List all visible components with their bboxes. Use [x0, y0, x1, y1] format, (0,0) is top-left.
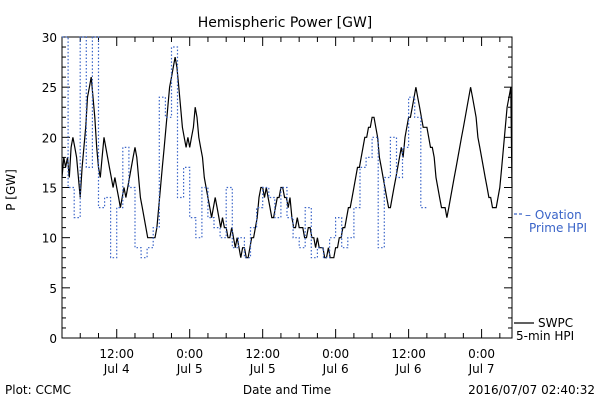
x-tick-time-label: 0:00	[176, 347, 203, 361]
x-tick-date-label: Jul 6	[395, 362, 422, 376]
ovation-prime-legend-label: Prime HPI	[529, 221, 587, 235]
swpc-legend-label: SWPC	[538, 316, 573, 330]
timestamp: 2016/07/07 02:40:32	[468, 383, 595, 397]
x-tick-date-label: Jul 4	[103, 362, 130, 376]
y-axis: 0 5 10 15 20 25 30	[42, 31, 512, 346]
plot-credit: Plot: CCMC	[5, 383, 71, 397]
x-tick-time-label: 12:00	[245, 347, 280, 361]
y-tick-label: 5	[49, 282, 57, 296]
ovation-prime-line	[62, 36, 427, 259]
x-axis-label: Date and Time	[243, 383, 331, 397]
plot-lines	[61, 36, 513, 259]
y-axis-label: P [GW]	[4, 169, 18, 211]
x-tick-time-label: 0:00	[468, 347, 495, 361]
x-tick-time-label: 0:00	[322, 347, 349, 361]
x-tick-date-label: Jul 6	[322, 362, 349, 376]
y-tick-label: 10	[42, 232, 57, 246]
x-tick-date-label: Jul 5	[176, 362, 203, 376]
y-tick-label: 15	[42, 182, 57, 196]
swpc-hpi-line	[61, 56, 513, 259]
x-tick-date-label: Jul 5	[249, 362, 276, 376]
ovation-prime-legend-label: – Ovation	[525, 208, 582, 222]
chart-title: Hemispheric Power [GW]	[198, 15, 373, 31]
x-tick-time-label: 12:00	[99, 347, 134, 361]
y-tick-label: 20	[42, 131, 57, 145]
y-tick-label: 30	[42, 31, 57, 45]
swpc-legend-label: 5-min HPI	[516, 329, 574, 343]
y-tick-label: 0	[49, 332, 57, 346]
y-tick-label: 25	[42, 81, 57, 95]
x-tick-time-label: 12:00	[391, 347, 426, 361]
x-tick-date-label: Jul 7	[468, 362, 495, 376]
